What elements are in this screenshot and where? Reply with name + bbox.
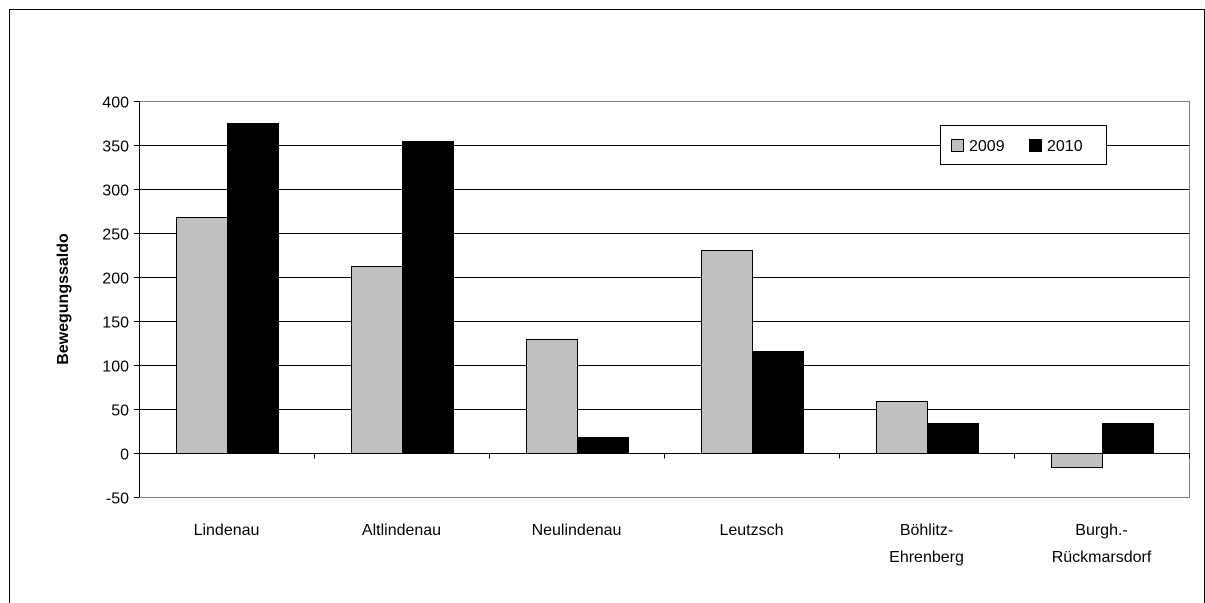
category-label-line: Leutzsch [719, 522, 783, 539]
y-tick-label: -50 [106, 491, 129, 508]
category-label: Böhlitz- Ehrenberg [889, 522, 964, 566]
bars [176, 123, 1154, 468]
legend-label-2010: 2010 [1047, 138, 1083, 155]
y-tick-label: 300 [102, 183, 129, 200]
y-tick-label: 100 [102, 359, 129, 376]
y-tick-label: 400 [102, 95, 129, 112]
y-tick-label: 0 [120, 447, 129, 464]
bar-2009 [701, 250, 753, 454]
bar-2010 [1102, 423, 1154, 454]
bar-2010 [577, 437, 629, 454]
category-label: Leutzsch [719, 522, 783, 539]
bar-2010 [227, 123, 279, 454]
bar-2009 [1051, 453, 1103, 468]
category-label-line: Rückmarsdorf [1052, 549, 1152, 566]
category-label-line: Böhlitz- [900, 522, 953, 539]
category-label-line: Altlindenau [362, 522, 441, 539]
bar-2009 [176, 217, 228, 454]
y-tick-label: 200 [102, 271, 129, 288]
bar-2009 [876, 401, 928, 454]
y-tick-label: 150 [102, 315, 129, 332]
category-label: Lindenau [194, 522, 260, 539]
legend-swatch-2009 [951, 139, 964, 152]
y-tick-labels: -50 0 50 100 150 200 250 300 350 400 [102, 95, 129, 508]
category-label: Burgh.- Rückmarsdorf [1052, 522, 1152, 566]
category-label: Neulindenau [532, 522, 622, 539]
category-label-line: Burgh.- [1075, 522, 1127, 539]
legend-label-2009: 2009 [969, 138, 1005, 155]
category-label-line: Neulindenau [532, 522, 622, 539]
y-axis-title: Bewegungssaldo [55, 233, 72, 365]
x-category-labels: Lindenau Altlindenau Neulindenau Leutzsch Bö… [194, 522, 1152, 566]
bar-2010 [927, 423, 979, 454]
bar-2010 [402, 141, 454, 454]
bar-2009 [351, 266, 403, 454]
y-tick-label: 50 [111, 403, 129, 420]
bar-2010 [752, 351, 804, 454]
y-tick-label: 250 [102, 227, 129, 244]
category-label-line: Lindenau [194, 522, 260, 539]
legend: 2009 2010 [940, 125, 1107, 165]
axes [134, 101, 1190, 498]
category-label: Altlindenau [362, 522, 441, 539]
legend-swatch-2010 [1029, 139, 1042, 152]
y-tick-label: 350 [102, 139, 129, 156]
legend-box [940, 125, 1107, 165]
bar-2009 [526, 339, 578, 454]
category-label-line: Ehrenberg [889, 549, 964, 566]
